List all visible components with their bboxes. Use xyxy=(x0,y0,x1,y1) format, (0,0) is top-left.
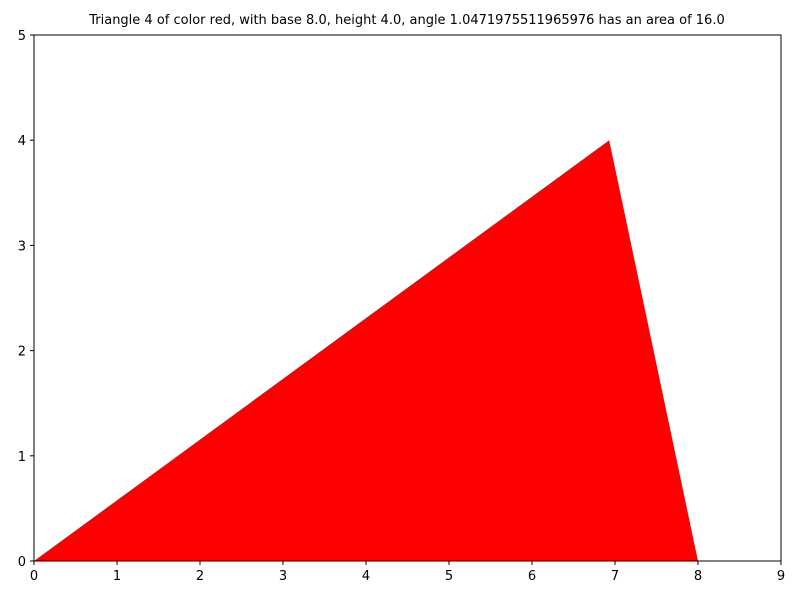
x-tick-label: 1 xyxy=(113,569,121,584)
x-tick-label: 2 xyxy=(196,569,204,584)
chart-title: Triangle 4 of color red, with base 8.0, … xyxy=(88,13,725,28)
y-tick-label: 0 xyxy=(18,555,26,570)
plot-frame xyxy=(33,34,782,562)
y-tick-label: 3 xyxy=(18,239,26,254)
x-axis: 0 1 2 3 4 5 6 7 8 9 xyxy=(30,561,785,584)
triangle-shape xyxy=(34,140,698,561)
x-tick-label: 8 xyxy=(694,569,702,584)
plot-marks xyxy=(34,140,698,561)
y-tick-label: 5 xyxy=(18,29,26,44)
x-tick-label: 6 xyxy=(528,569,536,584)
y-axis: 0 1 2 3 4 5 xyxy=(18,29,34,570)
y-tick-label: 1 xyxy=(18,450,26,465)
x-tick-label: 7 xyxy=(611,569,619,584)
x-tick-label: 0 xyxy=(30,569,38,584)
x-tick-label: 4 xyxy=(362,569,370,584)
y-tick-label: 2 xyxy=(18,345,26,360)
x-tick-label: 5 xyxy=(445,569,453,584)
x-tick-label: 9 xyxy=(777,569,785,584)
y-tick-label: 4 xyxy=(18,134,26,149)
x-tick-label: 3 xyxy=(279,569,287,584)
